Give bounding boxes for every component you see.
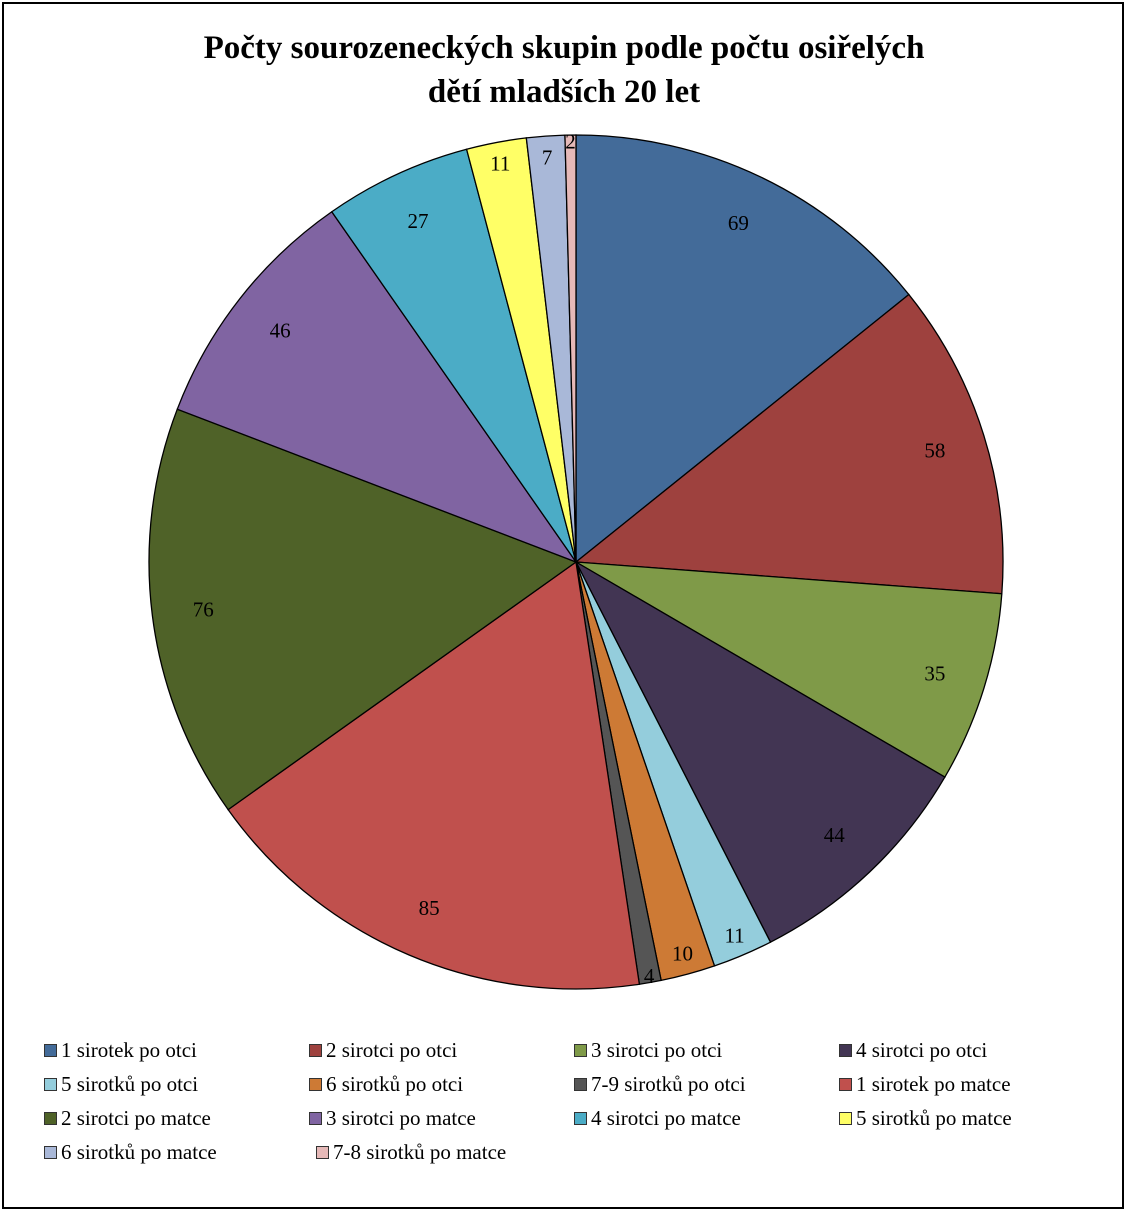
legend-item: 7-9 sirotků po otci	[574, 1072, 839, 1097]
legend-label: 3 sirotci po matce	[326, 1105, 476, 1130]
legend-label: 6 sirotků po otci	[326, 1071, 464, 1096]
legend-item: 2 sirotci po matce	[44, 1106, 309, 1131]
legend-swatch	[44, 1077, 57, 1091]
pie-slice-3	[575, 561, 1003, 778]
chart-title-line-1: Počty sourozeneckých skupin podle počtu …	[203, 30, 925, 66]
pie-slice-1	[575, 134, 910, 564]
legend-item: 7-8 sirotků po matce	[316, 1140, 588, 1165]
slice-label-8: 85	[419, 896, 440, 920]
pie-slice-14	[564, 134, 577, 563]
slice-label-12: 11	[490, 151, 510, 175]
slice-label-3: 35	[924, 661, 945, 685]
legend-swatch	[44, 1111, 57, 1125]
legend-swatch	[839, 1111, 852, 1125]
legend: 1 sirotek po otci 2 sirotci po otci 3 siro…	[44, 1033, 1104, 1169]
legend-label: 7-9 sirotků po otci	[591, 1071, 746, 1096]
chart-title: Počty sourozeneckých skupin podle počtu …	[0, 26, 1128, 114]
slice-label-11: 27	[407, 209, 428, 233]
legend-swatch	[839, 1077, 852, 1091]
legend-label: 5 sirotků po otci	[61, 1071, 199, 1096]
legend-label: 7-8 sirotků po matce	[333, 1139, 507, 1164]
pie-slice-2	[574, 293, 1004, 595]
slice-label-4: 44	[824, 823, 846, 847]
slice-label-6: 10	[672, 941, 693, 965]
legend-label: 2 sirotci po otci	[326, 1037, 458, 1062]
legend-swatch	[309, 1077, 322, 1091]
legend-label: 2 sirotci po matce	[61, 1105, 211, 1130]
pie-slice-8	[227, 560, 641, 990]
pie-slice-10	[176, 210, 578, 564]
legend-swatch	[44, 1043, 57, 1057]
legend-item: 4 sirotci po matce	[574, 1106, 839, 1131]
legend-item: 1 sirotek po matce	[839, 1072, 1104, 1097]
slice-label-13: 7	[542, 145, 553, 169]
legend-row: 6 sirotků po matce 7-8 sirotků po matce	[44, 1135, 1104, 1169]
legend-label: 3 sirotci po otci	[591, 1037, 723, 1062]
pie-slice-4	[574, 560, 946, 944]
legend-swatch	[839, 1043, 852, 1057]
slice-label-14: 2	[565, 129, 576, 153]
slice-label-10: 46	[270, 318, 291, 342]
legend-item: 5 sirotků po matce	[839, 1106, 1104, 1131]
legend-swatch	[316, 1145, 329, 1159]
legend-row: 1 sirotek po otci 2 sirotci po otci 3 siro…	[44, 1033, 1104, 1067]
legend-swatch	[309, 1111, 322, 1125]
legend-swatch	[44, 1145, 57, 1159]
slice-label-9: 76	[193, 597, 214, 621]
legend-item: 5 sirotků po otci	[44, 1072, 309, 1097]
legend-item: 6 sirotků po otci	[309, 1072, 574, 1097]
legend-item: 3 sirotci po matce	[309, 1106, 574, 1131]
slice-label-5: 11	[724, 923, 744, 947]
legend-label: 4 sirotci po matce	[591, 1105, 741, 1130]
legend-label: 6 sirotků po matce	[61, 1139, 217, 1164]
pie-slice-9	[148, 408, 578, 811]
legend-row: 5 sirotků po otci 6 sirotků po otci 7-9 si…	[44, 1067, 1104, 1101]
legend-item: 6 sirotků po matce	[44, 1140, 316, 1165]
legend-swatch	[574, 1111, 587, 1125]
legend-label: 1 sirotek po matce	[856, 1071, 1011, 1096]
legend-item: 4 sirotci po otci	[839, 1038, 1104, 1063]
slice-label-2: 58	[924, 439, 945, 463]
legend-label: 1 sirotek po otci	[61, 1037, 197, 1062]
legend-item: 3 sirotci po otci	[574, 1038, 839, 1063]
legend-row: 2 sirotci po matce 3 sirotci po matce 4 si…	[44, 1101, 1104, 1135]
legend-swatch	[309, 1043, 322, 1057]
legend-item: 2 sirotci po otci	[309, 1038, 574, 1063]
legend-label: 5 sirotků po matce	[856, 1105, 1012, 1130]
legend-swatch	[574, 1043, 587, 1057]
legend-label: 4 sirotci po otci	[856, 1037, 988, 1062]
chart-title-line-2: dětí mladších 20 let	[427, 74, 701, 110]
pie-slice-11	[330, 148, 577, 563]
legend-item: 1 sirotek po otci	[44, 1038, 309, 1063]
legend-swatch	[574, 1077, 587, 1091]
pie-chart: 69 58 35 44 11 10 4 85 76 46 27 11 72	[148, 129, 1004, 990]
slice-label-7: 4	[644, 964, 655, 988]
slice-label-1: 69	[728, 211, 749, 235]
